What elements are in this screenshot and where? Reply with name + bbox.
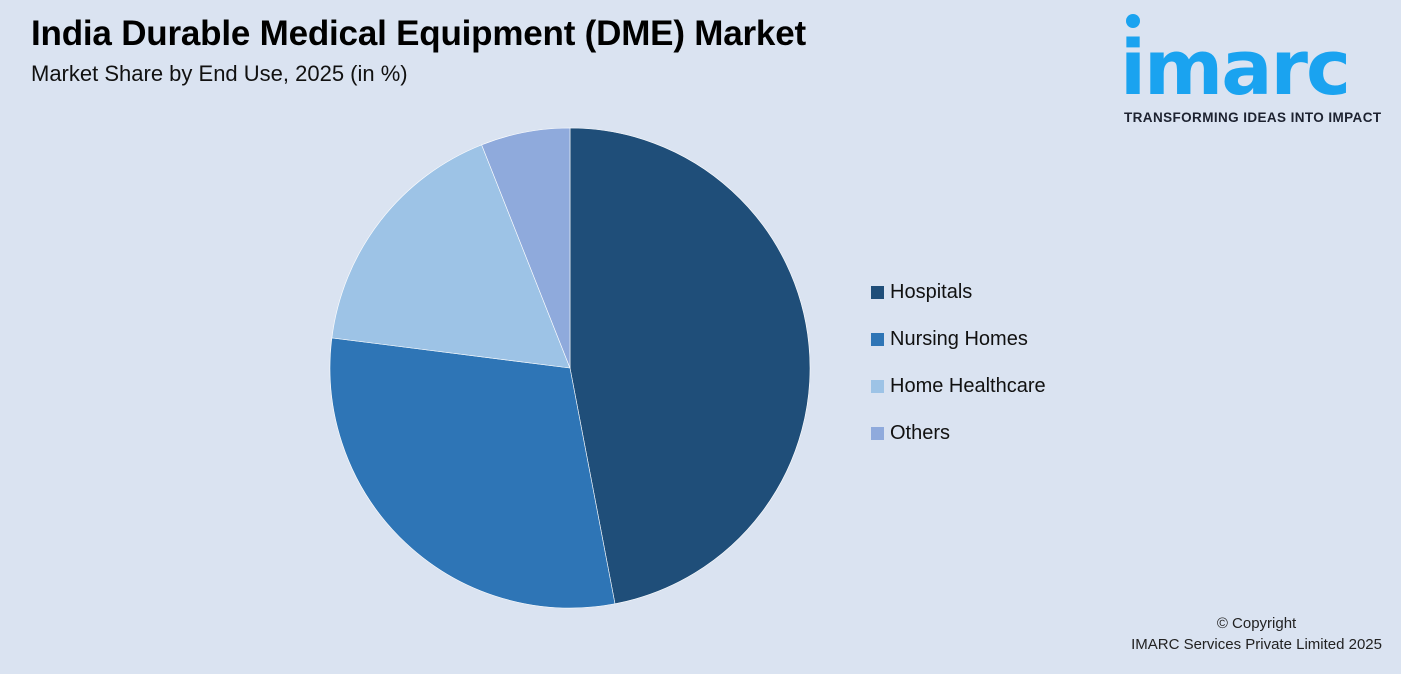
chart-legend: Hospitals Nursing Homes Home Healthcare … (871, 280, 1046, 468)
legend-item-others: Others (871, 421, 1046, 445)
legend-swatch-icon (871, 285, 884, 299)
pie-slice-nursing-homes (329, 337, 616, 609)
legend-label: Home Healthcare (890, 374, 1046, 397)
pie-slice-others (481, 127, 571, 369)
legend-item-nursing-homes: Nursing Homes (871, 327, 1046, 351)
copyright-line-1: © Copyright (1216, 615, 1297, 632)
legend-label: Hospitals (890, 280, 973, 303)
logo-tagline: TRANSFORMING IDEAS INTO IMPACT (1124, 110, 1382, 125)
logo-dot-icon (1126, 14, 1140, 28)
chart-title: India Durable Medical Equipment (DME) Ma… (31, 14, 806, 53)
legend-label: Nursing Homes (890, 327, 1028, 350)
pie-slice-hospitals (569, 127, 811, 605)
legend-label: Others (890, 421, 951, 444)
legend-swatch-icon (871, 332, 884, 346)
pie-slice-home-healthcare (331, 144, 571, 369)
copyright-line-2: IMARC Services Private Limited 2025 (1131, 636, 1382, 653)
legend-item-home-healthcare: Home Healthcare (871, 374, 1046, 398)
chart-subtitle: Market Share by End Use, 2025 (in %) (31, 61, 408, 86)
legend-swatch-icon (871, 379, 884, 393)
imarc-logo: imarc TRANSFORMING IDEAS INTO IMPACT (1120, 10, 1392, 130)
copyright-notice: © Copyright IMARC Services Private Limit… (1131, 613, 1382, 655)
legend-item-hospitals: Hospitals (871, 280, 1046, 304)
legend-swatch-icon (871, 426, 884, 440)
logo-wordmark: imarc (1120, 23, 1351, 112)
